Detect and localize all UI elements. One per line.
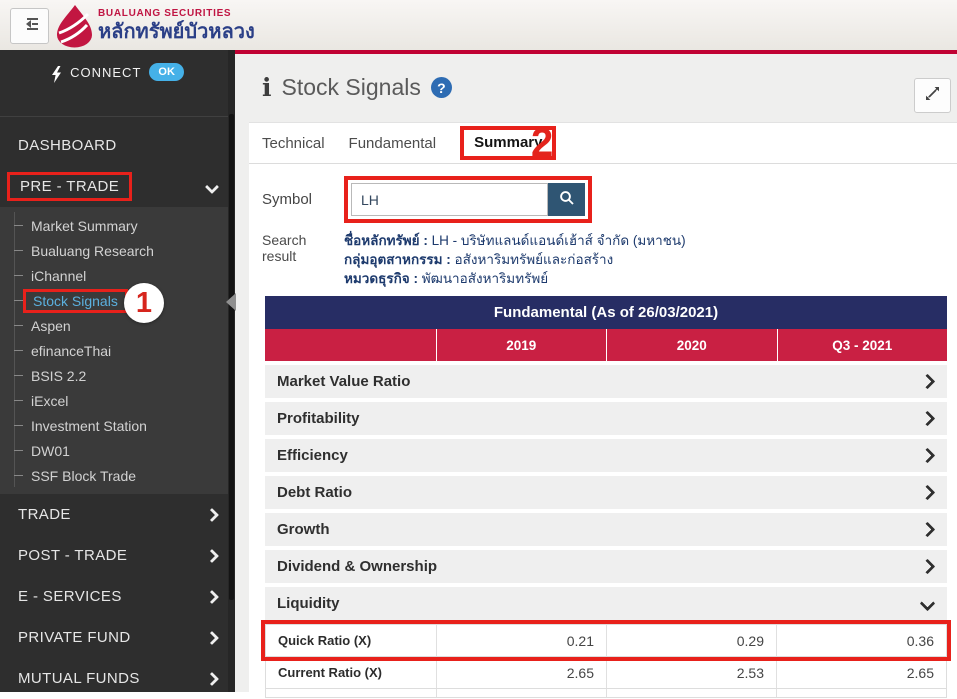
connect-label: CONNECT [70, 65, 142, 80]
sidebar-item-pre-trade[interactable]: PRE - TRADE [0, 166, 235, 207]
section-debt-ratio[interactable]: Debt Ratio [265, 476, 947, 509]
annotation-box-stock-signals: Stock Signals [23, 288, 128, 313]
chevron-right-icon [204, 507, 220, 522]
search-icon [559, 190, 575, 209]
fundamental-table: Fundamental (As of 26/03/2021) 2019 2020… [261, 296, 951, 698]
chevron-down-icon [204, 179, 220, 194]
chevron-right-icon [204, 548, 220, 563]
column-header-q3-2021: Q3 - 2021 [776, 329, 948, 361]
section-dividend-ownership[interactable]: Dividend & Ownership [265, 550, 947, 583]
pre-trade-submenu: Market Summary Bualuang Research iChanne… [0, 207, 235, 494]
sidebar-item-aspen[interactable]: Aspen [0, 313, 235, 338]
sidebar-item-ssf-block-trade[interactable]: SSF Block Trade [0, 463, 235, 488]
chevron-right-icon [919, 373, 936, 390]
chevron-down-icon [919, 595, 936, 612]
section-growth[interactable]: Growth [265, 513, 947, 546]
section-market-value-ratio[interactable]: Market Value Ratio [265, 365, 947, 398]
section-liquidity[interactable]: Liquidity [265, 587, 947, 620]
symbol-label: Symbol [262, 191, 313, 208]
table-column-header-row: 2019 2020 Q3 - 2021 [265, 329, 947, 361]
chevron-right-icon [204, 630, 220, 645]
chevron-right-icon [204, 589, 220, 604]
tab-fundamental[interactable]: Fundamental [348, 134, 437, 152]
sidebar-item-bualuang-research[interactable]: Bualuang Research [0, 238, 235, 263]
expand-icon [925, 86, 940, 106]
table-title: Fundamental (As of 26/03/2021) [265, 296, 947, 329]
sidebar-item-label: DASHBOARD [18, 137, 117, 154]
connect-status-row: CONNECT OK [0, 50, 235, 117]
brand-text: BUALUANG SECURITIES หลักทรัพย์บัวหลวง [98, 8, 255, 43]
sidebar-item-e-services[interactable]: E - SERVICES [0, 576, 235, 617]
expand-button[interactable] [914, 78, 951, 113]
brand-name-th: หลักทรัพย์บัวหลวง [98, 21, 255, 43]
column-header-blank [265, 329, 436, 361]
business-sector-line: หมวดธุรกิจ : พัฒนาอสังหาริมทรัพย์ [344, 271, 549, 286]
bualuang-logo-icon [54, 4, 94, 53]
annotation-step-2: 2 [531, 121, 554, 165]
info-icon: i [262, 73, 272, 102]
sidebar-collapse-icon [20, 16, 40, 37]
sidebar-item-stock-signals[interactable]: Stock Signals [0, 288, 235, 313]
chevron-right-icon [919, 484, 936, 501]
column-header-2020: 2020 [606, 329, 777, 361]
table-row-partial [265, 688, 947, 698]
chevron-right-icon [919, 521, 936, 538]
help-icon[interactable]: ? [430, 77, 452, 98]
sidebar-item-bsis[interactable]: BSIS 2.2 [0, 363, 235, 388]
page-title: Stock Signals [281, 74, 421, 100]
table-row-current-ratio: Current Ratio (X) 2.65 2.53 2.65 [265, 656, 947, 689]
section-efficiency[interactable]: Efficiency [265, 439, 947, 472]
connect-status-badge: OK [149, 63, 184, 81]
tab-technical[interactable]: Technical [262, 134, 325, 152]
sidebar-scrollbar-thumb[interactable] [229, 114, 234, 600]
sidebar-item-efinancethai[interactable]: efinanceThai [0, 338, 235, 363]
sidebar-item-market-summary[interactable]: Market Summary [0, 213, 235, 238]
chevron-right-icon [919, 410, 936, 427]
main-content: i Stock Signals ? Technical Fundamental … [235, 50, 957, 698]
page-title-row: i Stock Signals ? [235, 54, 957, 101]
search-result-label: Search result [262, 232, 307, 264]
chevron-right-icon [204, 671, 220, 686]
sidebar-toggle-button[interactable] [10, 8, 49, 44]
chevron-right-icon [919, 447, 936, 464]
symbol-search-row: Symbol [262, 176, 957, 223]
column-header-2019: 2019 [435, 329, 607, 361]
sidebar-item-trade[interactable]: TRADE [0, 494, 235, 535]
industry-group-line: กลุ่มอุตสาหกรรม : อสังหาริมทรัพย์และก่อส… [344, 252, 614, 267]
section-profitability[interactable]: Profitability [265, 402, 947, 435]
tab-summary[interactable]: Summary [474, 134, 543, 151]
tab-bar: Technical Fundamental Summary [249, 123, 957, 164]
security-name-line: ชื่อหลักทรัพย์ : LH - บริษัทแลนด์แอนด์เฮ… [344, 233, 686, 248]
sidebar: CONNECT OK DASHBOARD PRE - TRADE Market … [0, 50, 235, 692]
search-result-row: Search result ชื่อหลักทรัพย์ : LH - บริษ… [262, 231, 957, 288]
annotation-box-symbol-search [344, 176, 592, 223]
app-header: BUALUANG SECURITIES หลักทรัพย์บัวหลวง [0, 0, 957, 50]
sidebar-item-post-trade[interactable]: POST - TRADE [0, 535, 235, 576]
annotation-box-summary: Summary [460, 126, 557, 160]
symbol-input[interactable] [351, 183, 548, 216]
sidebar-item-mutual-funds[interactable]: MUTUAL FUNDS [0, 658, 235, 699]
search-result-lines: ชื่อหลักทรัพย์ : LH - บริษัทแลนด์แอนด์เฮ… [344, 231, 686, 288]
brand-name-en: BUALUANG SECURITIES [98, 8, 232, 19]
search-button[interactable] [548, 183, 585, 216]
sidebar-item-dashboard[interactable]: DASHBOARD [0, 125, 235, 166]
sidebar-item-label: PRE - TRADE [20, 178, 120, 195]
sidebar-item-private-fund[interactable]: PRIVATE FUND [0, 617, 235, 658]
chevron-right-icon [919, 558, 936, 575]
annotation-box-pre-trade: PRE - TRADE [7, 172, 133, 201]
sidebar-item-investment-station[interactable]: Investment Station [0, 413, 235, 438]
content-panel: Technical Fundamental Summary 2 Symbol [249, 121, 957, 698]
sidebar-scrollbar-track [228, 50, 235, 692]
sidebar-item-ichannel[interactable]: iChannel [0, 263, 235, 288]
table-row-quick-ratio: Quick Ratio (X) 0.21 0.29 0.36 [261, 620, 951, 661]
sidebar-item-dw01[interactable]: DW01 [0, 438, 235, 463]
lightning-icon [51, 63, 62, 88]
sidebar-item-iexcel[interactable]: iExcel [0, 388, 235, 413]
